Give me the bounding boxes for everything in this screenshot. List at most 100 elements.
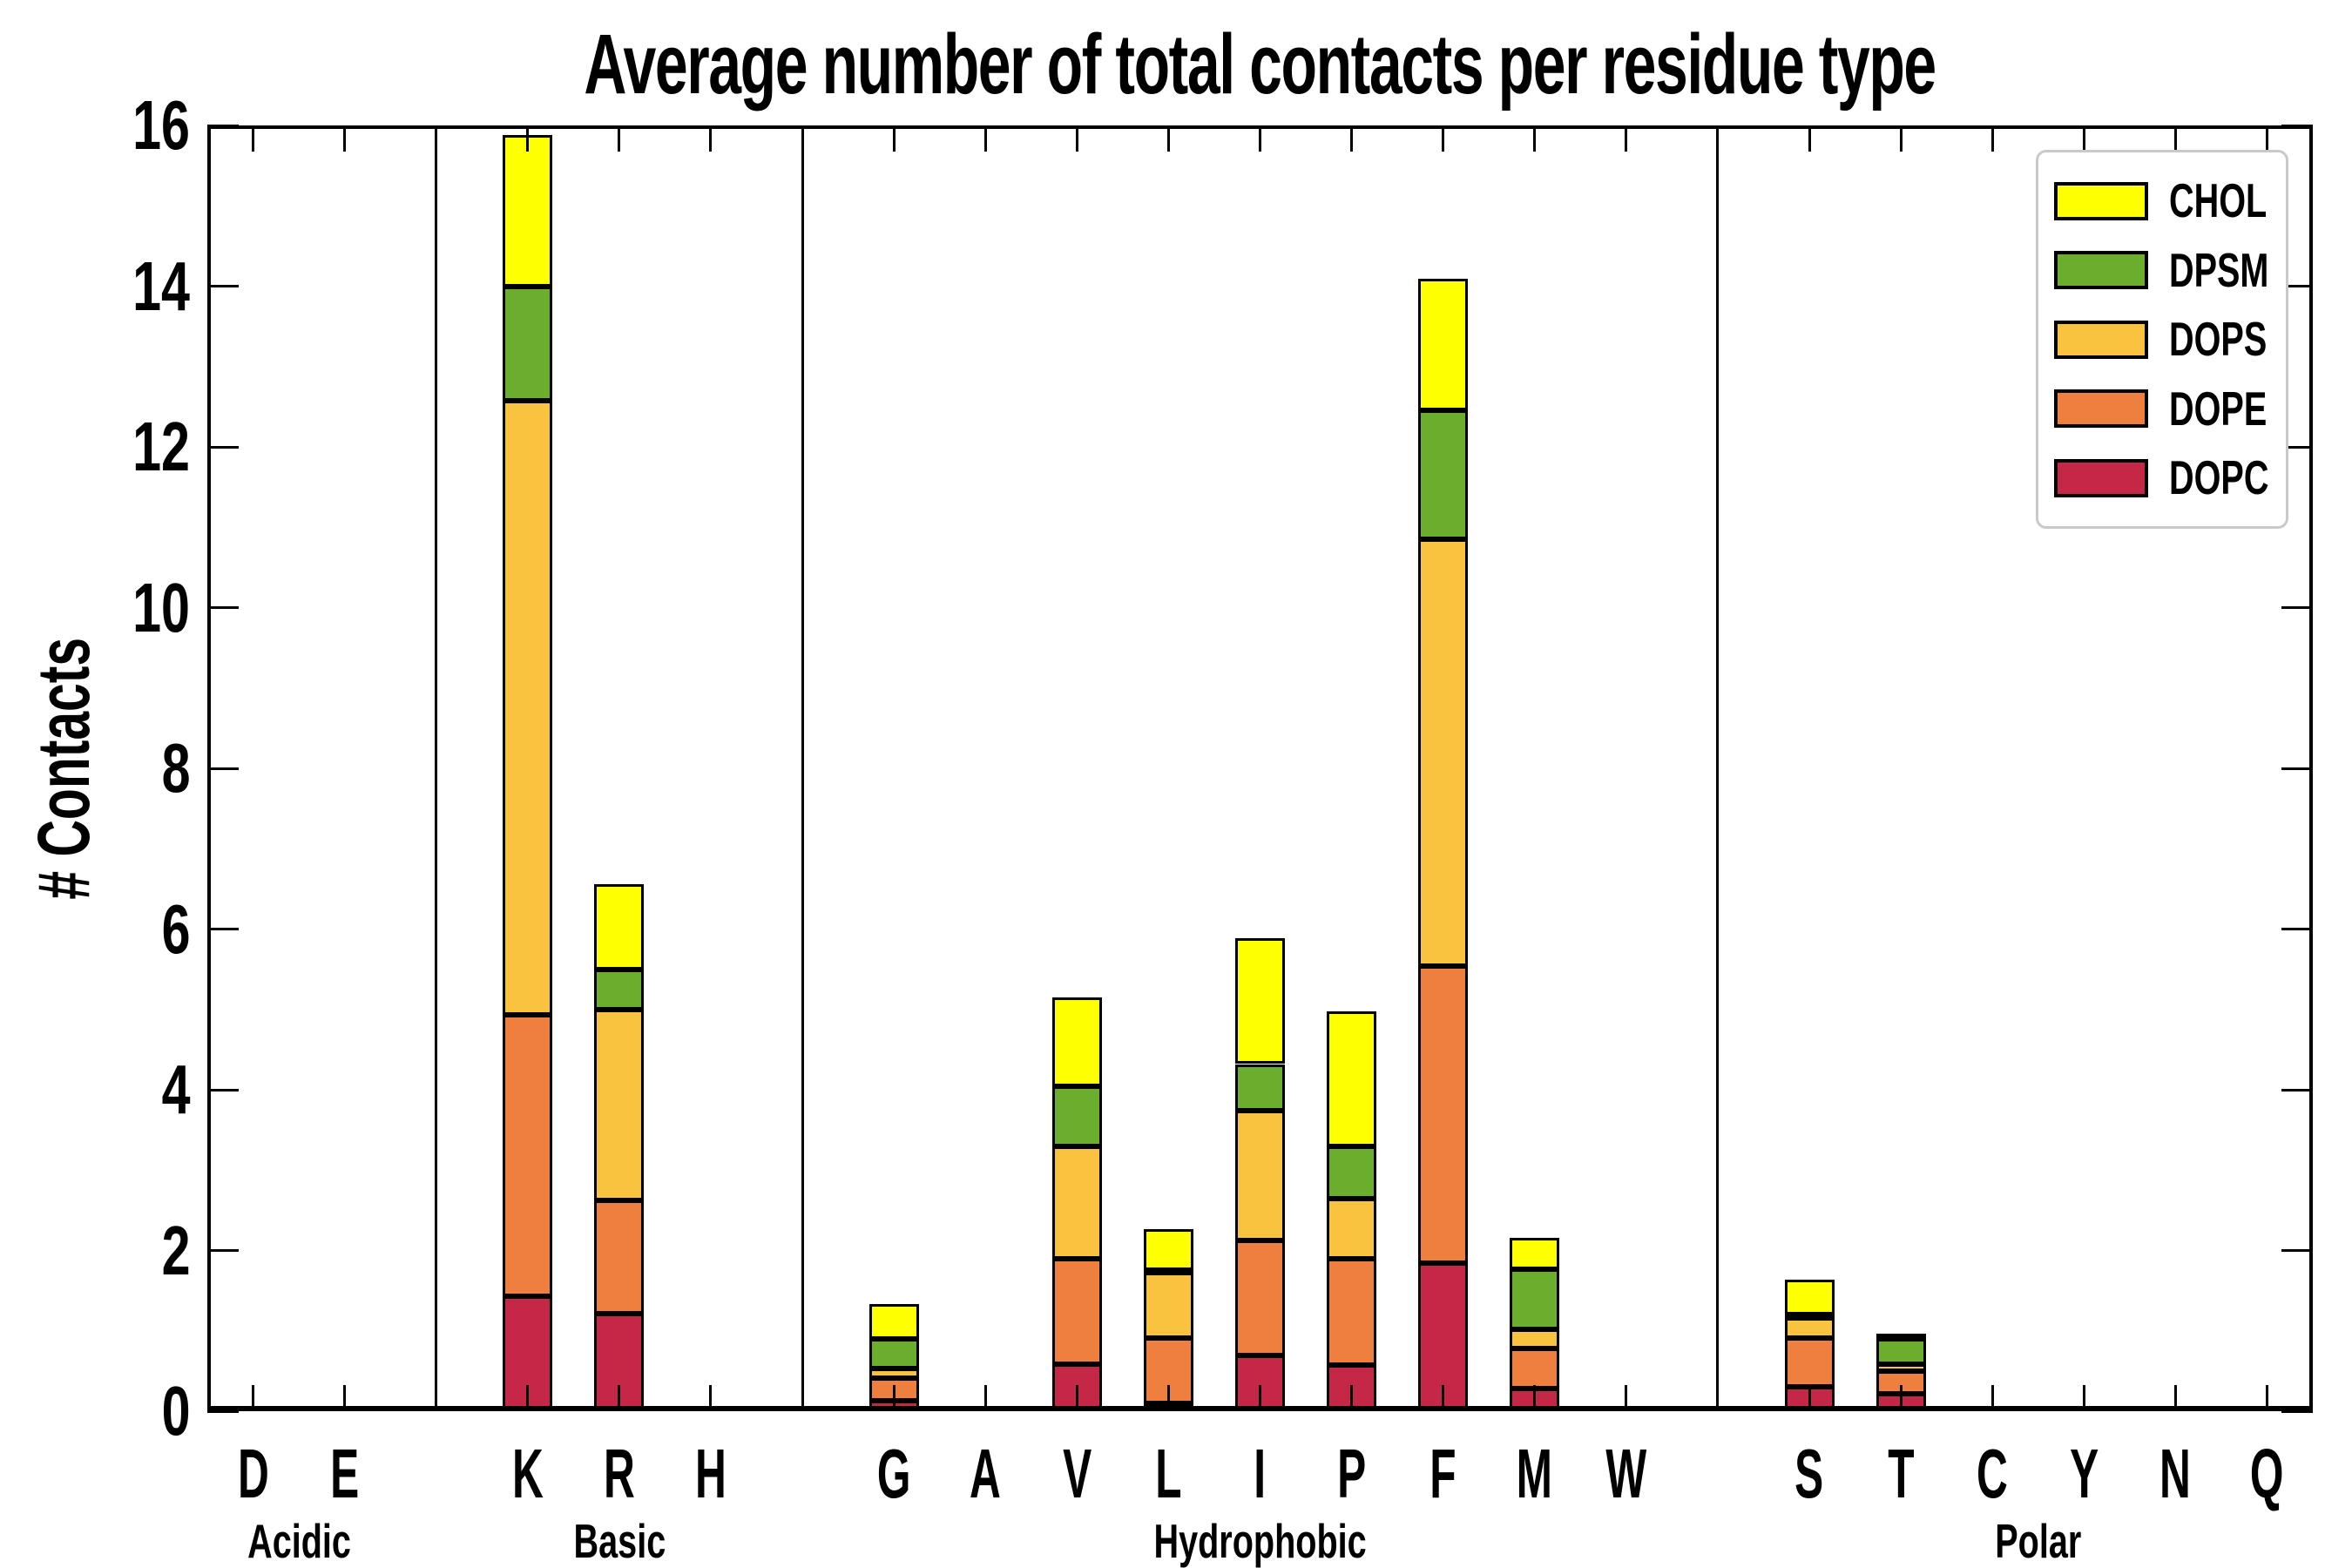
bar-segment-I-DPSM	[1235, 1064, 1285, 1111]
legend-swatch-CHOL	[2054, 181, 2148, 220]
x-tick-bottom	[343, 1385, 347, 1411]
x-tick-bottom	[1533, 1385, 1537, 1411]
x-tick-bottom	[526, 1385, 530, 1411]
x-tick-label-text: M	[1517, 1435, 1553, 1512]
x-tick-label-H: H	[659, 1439, 763, 1509]
x-tick-label-text: S	[1794, 1435, 1824, 1512]
x-tick-bottom	[252, 1385, 255, 1411]
bar-segment-P-CHOL	[1327, 1010, 1377, 1146]
x-tick-bottom	[1808, 1385, 1811, 1411]
x-tick-label-L: L	[1116, 1439, 1220, 1509]
x-tick-top	[618, 125, 621, 152]
legend-label-text: DPSM	[2169, 242, 2269, 297]
bar-segment-F-CHOL	[1418, 279, 1469, 410]
bar-segment-I-DOPE	[1235, 1240, 1285, 1356]
bar-segment-L-CHOL	[1143, 1228, 1193, 1270]
y-tick-label-2: 2	[33, 1211, 190, 1289]
legend-label: DPSM	[2169, 242, 2308, 297]
group-label-polar: Polar	[1821, 1517, 2256, 1565]
bar-segment-P-DOPS	[1327, 1199, 1377, 1259]
x-tick-label-G: G	[841, 1439, 946, 1509]
bar-segment-S-CHOL	[1784, 1279, 1835, 1315]
y-tick-right	[2281, 606, 2313, 609]
group-label-basic: Basic	[402, 1517, 837, 1565]
y-tick-left	[207, 124, 239, 127]
chart-title-text: Average number of total contacts per res…	[584, 17, 1937, 112]
y-tick-label-text: 4	[161, 1051, 190, 1128]
x-tick-bottom	[1075, 1385, 1078, 1411]
x-tick-bottom	[2173, 1385, 2177, 1411]
x-tick-label-text: C	[1977, 1435, 2009, 1512]
bar-segment-K-DOPS	[503, 401, 553, 1016]
legend-label: DOPS	[2169, 315, 2305, 363]
bar-segment-R-DOPS	[594, 1009, 645, 1201]
bar-segment-I-CHOL	[1235, 937, 1285, 1064]
x-tick-label-V: V	[1024, 1439, 1129, 1509]
x-tick-label-text: L	[1155, 1435, 1182, 1512]
x-tick-bottom	[1442, 1385, 1445, 1411]
bar-segment-R-DPSM	[594, 969, 645, 1010]
x-tick-bottom	[892, 1385, 896, 1411]
x-tick-label-text: K	[511, 1435, 544, 1512]
x-tick-label-Y: Y	[2031, 1439, 2136, 1509]
y-tick-label-4: 4	[33, 1055, 190, 1125]
group-label-acidic: Acidic	[81, 1517, 517, 1565]
x-tick-bottom	[709, 1385, 713, 1411]
bar-segment-M-DOPS	[1510, 1328, 1560, 1349]
x-tick-top	[892, 125, 896, 152]
x-tick-label-C: C	[1940, 1439, 2044, 1509]
y-tick-right	[2281, 285, 2313, 287]
y-tick-label-10: 10	[33, 572, 190, 643]
x-tick-bottom	[1990, 1385, 1994, 1411]
group-divider	[801, 125, 804, 1411]
group-divider	[1716, 125, 1720, 1411]
y-tick-right	[2281, 1249, 2313, 1252]
bar-segment-T-DOPS	[1876, 1363, 1926, 1371]
plot-area	[207, 124, 2313, 1413]
legend-box: CHOL DPSM DOPS DOPE DOPC	[2036, 150, 2288, 529]
y-tick-label-text: 16	[132, 86, 190, 164]
y-tick-right	[2281, 445, 2313, 449]
legend-swatch-DOPC	[2054, 458, 2148, 497]
legend-label-text: CHOL	[2169, 173, 2268, 227]
bar-segment-R-DOPE	[594, 1200, 645, 1315]
x-tick-bottom	[2265, 1385, 2268, 1411]
bar-segment-P-DOPE	[1327, 1258, 1377, 1365]
y-tick-label-8: 8	[33, 733, 190, 803]
legend-label-text: DOPS	[2169, 312, 2268, 366]
legend-entry-DOPE: DOPE	[2038, 382, 2286, 435]
y-tick-left	[207, 285, 239, 287]
bar-segment-V-DOPS	[1051, 1146, 1102, 1259]
bar-segment-R-CHOL	[594, 883, 645, 970]
x-tick-label-text: V	[1062, 1435, 1092, 1512]
x-tick-top	[709, 125, 713, 152]
x-tick-label-text: W	[1605, 1435, 1647, 1512]
bar-segment-S-DOPE	[1784, 1338, 1835, 1388]
x-tick-top	[1075, 125, 1078, 152]
legend-entry-DPSM: DPSM	[2038, 244, 2286, 296]
bar-segment-F-DOPS	[1418, 539, 1469, 966]
x-tick-label-text: Y	[2069, 1435, 2099, 1512]
bar-segment-V-CHOL	[1051, 997, 1102, 1087]
y-tick-label-text: 2	[161, 1211, 190, 1289]
legend-label: CHOL	[2169, 177, 2305, 225]
x-tick-label-F: F	[1391, 1439, 1496, 1509]
x-tick-top	[343, 125, 347, 152]
x-tick-top	[1990, 125, 1994, 152]
x-tick-top	[526, 125, 530, 152]
y-tick-right	[2281, 1088, 2313, 1092]
x-tick-label-text: T	[1887, 1435, 1915, 1512]
x-tick-label-text: I	[1254, 1435, 1267, 1512]
x-tick-top	[983, 125, 987, 152]
y-tick-left	[207, 928, 239, 930]
group-label-text: Polar	[1995, 1514, 2082, 1568]
y-tick-left	[207, 1409, 239, 1413]
bar-segment-K-DPSM	[503, 286, 553, 402]
bar-segment-G-DPSM	[868, 1338, 919, 1369]
bar-segment-P-DPSM	[1327, 1146, 1377, 1200]
bar-segment-K-CHOL	[503, 135, 553, 287]
x-tick-bottom	[618, 1385, 621, 1411]
x-tick-bottom	[1350, 1385, 1354, 1411]
y-tick-label-14: 14	[33, 251, 190, 321]
x-tick-top	[1259, 125, 1261, 152]
